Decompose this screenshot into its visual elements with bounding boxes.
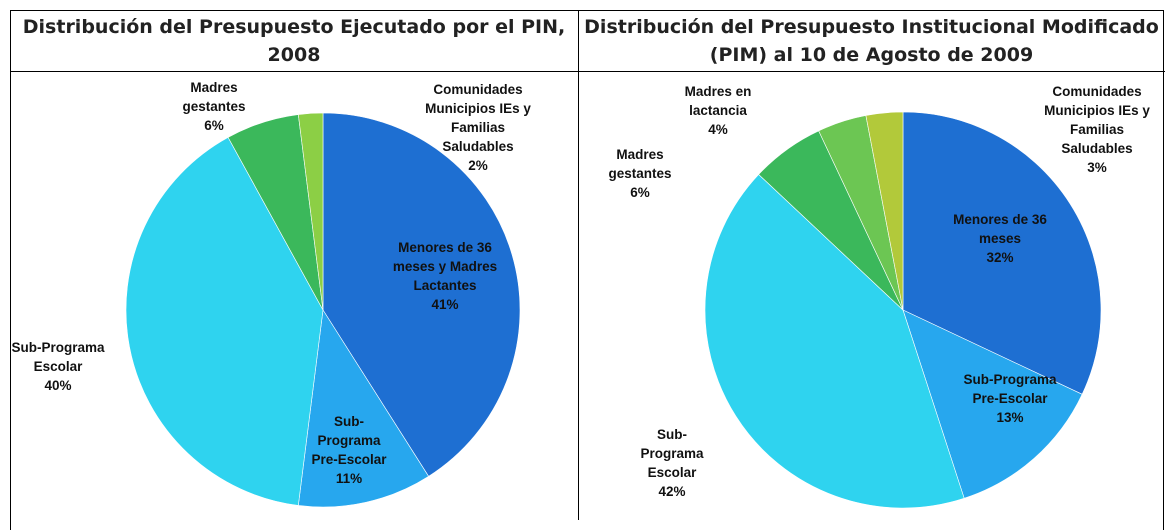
- value-label: 32%: [986, 250, 1014, 265]
- value-label: 2%: [468, 158, 488, 173]
- chart-title: Distribución del Presupuesto Ejecutado p…: [10, 10, 578, 72]
- category-label: Madres gestantes: [182, 80, 246, 114]
- category-label: Madres en lactancia: [684, 84, 752, 118]
- pie-slice: [902, 309, 1083, 499]
- category-label: Comunidades Municipios IEs y Familias Sa…: [1044, 84, 1150, 156]
- slice-label: Sub-Programa Escolar 40%: [3, 338, 113, 395]
- pie-slice: [322, 112, 521, 477]
- category-label: Sub-Programa Pre-Escolar: [963, 372, 1057, 406]
- pie-slice: [297, 309, 429, 508]
- slice-label: Menores de 36 meses 32%: [950, 210, 1050, 267]
- value-label: 40%: [44, 378, 72, 393]
- slice-label: Madres gestantes 6%: [174, 78, 254, 135]
- category-label: Sub-Programa Escolar: [11, 340, 105, 374]
- value-label: 3%: [1087, 160, 1107, 175]
- category-label: Menores de 36 meses: [953, 212, 1047, 246]
- slice-label: Sub-Programa Pre-Escolar 13%: [960, 370, 1060, 427]
- slice-label: Comunidades Municipios IEs y Familias Sa…: [1037, 82, 1157, 177]
- value-label: 6%: [204, 118, 224, 133]
- slice-label: Madres gestantes 6%: [600, 145, 680, 202]
- value-label: 13%: [996, 410, 1024, 425]
- value-label: 4%: [708, 122, 728, 137]
- value-label: 42%: [658, 484, 686, 499]
- category-label: Sub-Programa Escolar: [640, 427, 704, 480]
- category-label: Comunidades Municipios IEs y Familias Sa…: [425, 82, 531, 154]
- slice-label: Comunidades Municipios IEs y Familias Sa…: [418, 80, 538, 175]
- pie-slice: [902, 111, 1102, 395]
- slice-label: Sub-Programa Pre-Escolar 11%: [304, 412, 394, 488]
- value-label: 41%: [431, 297, 459, 312]
- slice-label: Sub-Programa Escolar 42%: [627, 425, 717, 501]
- category-label: Sub-Programa Pre-Escolar: [311, 414, 387, 467]
- chart-title: Distribución del Presupuesto Institucion…: [578, 10, 1165, 72]
- pie-slice: [704, 174, 965, 509]
- slice-label: Madres en lactancia 4%: [678, 82, 758, 139]
- divider: [578, 10, 579, 520]
- pie-slice: [297, 112, 324, 311]
- pie-slice: [865, 111, 904, 311]
- pie-slice: [125, 136, 324, 506]
- frame: [10, 10, 1164, 530]
- category-label: Madres gestantes: [608, 147, 672, 181]
- value-label: 6%: [630, 185, 650, 200]
- category-label: Menores de 36 meses y Madres Lactantes: [392, 240, 498, 293]
- slice-label: Menores de 36 meses y Madres Lactantes 41…: [385, 238, 505, 314]
- value-label: 11%: [335, 471, 363, 486]
